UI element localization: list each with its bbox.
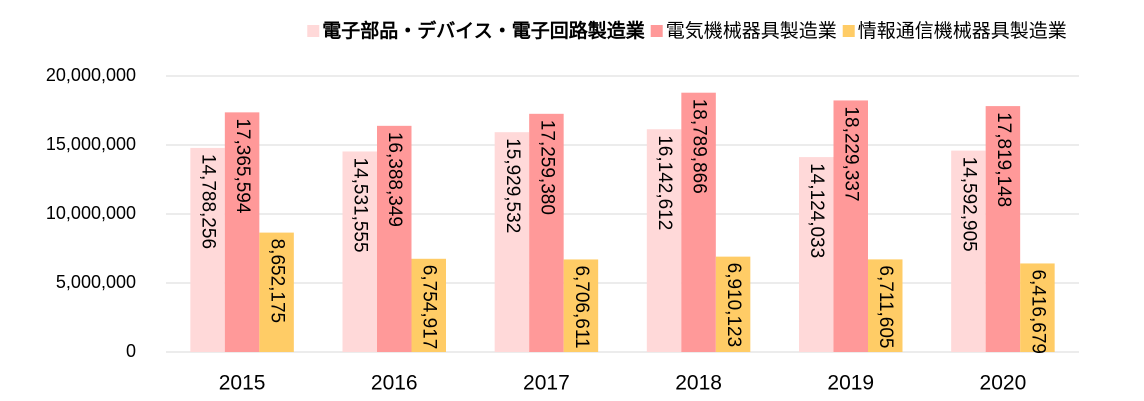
bar	[799, 157, 834, 352]
legend-label: 電気機械器具製造業	[666, 20, 837, 42]
value-label: 17,365,594	[232, 118, 253, 214]
bar	[190, 147, 225, 352]
bar	[563, 259, 599, 352]
value-label: 14,531,555	[350, 157, 371, 252]
bar	[681, 92, 716, 352]
value-label: 6,706,611	[571, 265, 592, 348]
value-label: 15,929,532	[502, 138, 523, 233]
value-label: 18,229,337	[841, 106, 862, 201]
y-tick-label: 10,000,000	[46, 203, 136, 223]
bar	[342, 151, 377, 352]
x-tick-label: 2017	[523, 372, 570, 395]
legend-label: 情報通信機械器具製造業	[858, 20, 1067, 42]
value-label: 14,124,033	[806, 163, 827, 258]
value-label: 6,754,917	[419, 265, 440, 350]
value-label: 16,388,349	[384, 132, 405, 227]
y-tick-label: 20,000,000	[46, 65, 136, 85]
bar	[985, 106, 1021, 352]
x-tick-label: 2018	[675, 372, 722, 395]
bar	[951, 150, 986, 352]
value-label: 6,711,605	[875, 265, 896, 348]
bar	[529, 113, 564, 352]
value-label: 8,652,175	[267, 239, 288, 324]
value-label: 16,142,612	[654, 135, 675, 230]
bar	[224, 112, 260, 353]
bar	[259, 232, 294, 352]
bar	[868, 259, 903, 352]
bar	[411, 258, 446, 352]
y-tick-label: 0	[126, 341, 136, 361]
y-tick-label: 15,000,000	[46, 134, 136, 154]
x-tick-label: 2015	[219, 372, 266, 395]
x-tick-label: 2019	[827, 372, 874, 395]
x-tick-label: 2016	[371, 372, 418, 395]
value-label: 6,910,123	[723, 263, 744, 348]
bar	[833, 100, 868, 352]
bar	[1020, 263, 1055, 352]
bar	[715, 256, 751, 352]
value-label: 14,592,905	[958, 157, 979, 252]
bar	[646, 129, 682, 352]
bar	[377, 125, 412, 352]
legend-swatch	[650, 25, 663, 37]
value-label: 6,416,679	[1027, 269, 1048, 354]
value-label: 17,819,148	[993, 112, 1014, 207]
y-tick-label: 5,000,000	[56, 272, 136, 292]
legend-swatch	[307, 25, 320, 37]
value-label: 17,259,380	[536, 120, 557, 215]
value-label: 18,789,866	[689, 99, 710, 194]
legend-label: 電子部品・デバイス・電子回路製造業	[322, 19, 645, 42]
legend-swatch	[842, 25, 855, 37]
x-tick-label: 2020	[980, 372, 1027, 395]
value-label: 14,788,256	[198, 154, 219, 249]
bar	[494, 132, 530, 352]
